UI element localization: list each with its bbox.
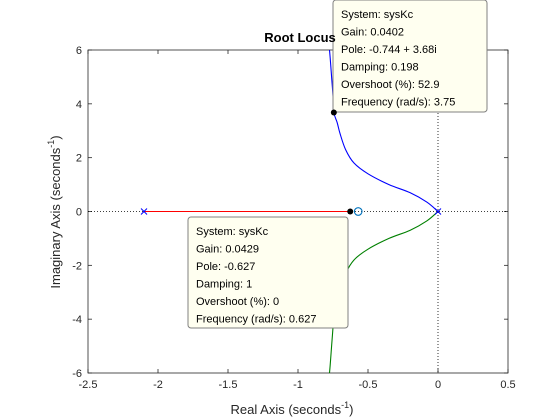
datatip: System: sysKc Gain: 0.0429 Pole: -0.627 Dam… <box>187 208 354 329</box>
y-axis-label-sup: -1 <box>46 140 56 148</box>
zero-marker <box>353 207 363 216</box>
datatip-line: Pole: -0.627 <box>196 261 255 273</box>
y-tick-label: -2 <box>72 260 82 272</box>
x-tick-label: -2.5 <box>79 379 98 391</box>
datatip-line: Frequency (rad/s): 3.75 <box>341 97 455 109</box>
chart-title: Root Locus <box>264 30 336 45</box>
datatip-line: Frequency (rad/s): 0.627 <box>196 314 316 326</box>
x-axis-label: Real Axis (seconds-1) <box>231 400 354 417</box>
locus-branch-1 <box>328 50 439 212</box>
datatip-box <box>187 216 349 329</box>
datatip-marker <box>347 208 354 215</box>
datatip-line: Gain: 0.0429 <box>196 244 259 256</box>
y-axis-label: Imaginary Axis (seconds-1) <box>46 135 63 288</box>
datatip-line: System: sysKc <box>341 9 414 21</box>
y-axis-label-main: Imaginary Axis (seconds <box>48 147 63 288</box>
x-tick-label: -2 <box>153 379 163 391</box>
y-tick-label: 0 <box>76 207 82 219</box>
x-tick-label: -1 <box>293 379 303 391</box>
datatip-box <box>332 0 488 113</box>
y-tick-label: 2 <box>76 153 82 165</box>
datatip-line: Overshoot (%): 0 <box>196 296 279 308</box>
x-axis-label-main: Real Axis (seconds <box>231 402 342 417</box>
datatip-line: Damping: 0.198 <box>341 62 419 74</box>
datatip-line: Damping: 1 <box>196 279 252 291</box>
y-tick-label: 6 <box>76 45 82 57</box>
x-axis-label-close: ) <box>349 402 353 417</box>
x-tick-label: 0.5 <box>500 379 515 391</box>
datatip: System: sysKc Gain: 0.0402 Pole: -0.744 + … <box>330 0 488 116</box>
datatip-line: Overshoot (%): 52.9 <box>341 79 439 91</box>
y-axis-label-close: ) <box>48 135 63 139</box>
x-tick-label: -1.5 <box>219 379 238 391</box>
pole-marker <box>140 208 148 215</box>
y-tick-label: -6 <box>72 368 82 380</box>
x-tick-label: -0.5 <box>359 379 378 391</box>
datatip-line: Pole: -0.744 + 3.68i <box>341 44 437 56</box>
pole-marker-stroke <box>140 208 148 215</box>
datatip-layer: System: sysKc Gain: 0.0402 Pole: -0.744 + … <box>187 0 488 329</box>
y-tick-label: 4 <box>76 99 82 111</box>
datatip-marker <box>330 109 337 116</box>
pole-marker <box>434 208 442 215</box>
datatip-line: System: sysKc <box>196 226 269 238</box>
x-axis-label-sup: -1 <box>341 400 349 410</box>
datatip-line: Gain: 0.0402 <box>341 27 404 39</box>
y-tick-label: -4 <box>72 314 82 326</box>
x-tick-label: 0 <box>435 379 441 391</box>
pole-marker-stroke <box>434 208 442 215</box>
